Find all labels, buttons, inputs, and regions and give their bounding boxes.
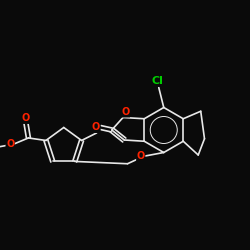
Text: O: O [122,107,130,117]
Text: O: O [6,139,14,149]
Text: O: O [136,151,145,161]
Text: Cl: Cl [152,76,164,86]
Text: O: O [92,122,100,132]
Text: O: O [22,114,30,124]
